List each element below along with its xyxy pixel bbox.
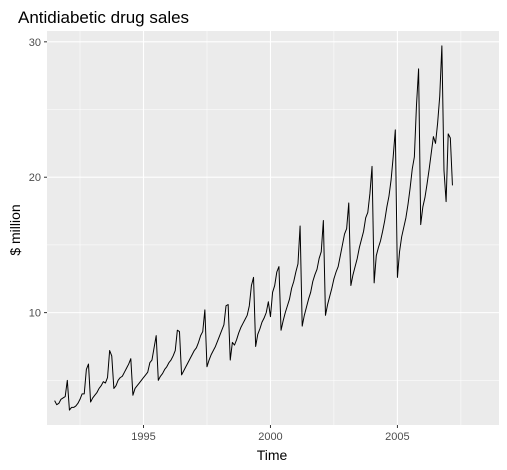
gridlines — [47, 31, 499, 425]
plot-panel — [47, 31, 499, 425]
y-axis-title: $ million — [7, 204, 23, 255]
x-tick-label: 2005 — [385, 431, 409, 443]
x-axis-title: Time — [257, 447, 288, 463]
x-tick-label: 2000 — [258, 431, 282, 443]
y-tick-label: 30 — [29, 37, 41, 49]
y-tick-label: 20 — [29, 172, 41, 184]
x-tick-label: 1995 — [131, 431, 155, 443]
series-line — [54, 45, 453, 411]
chart-title: Antidiabetic drug sales — [18, 8, 189, 27]
axis-ticks: 10 20 30 1995 2000 2005 — [29, 37, 410, 443]
y-tick-label: 10 — [29, 308, 41, 320]
